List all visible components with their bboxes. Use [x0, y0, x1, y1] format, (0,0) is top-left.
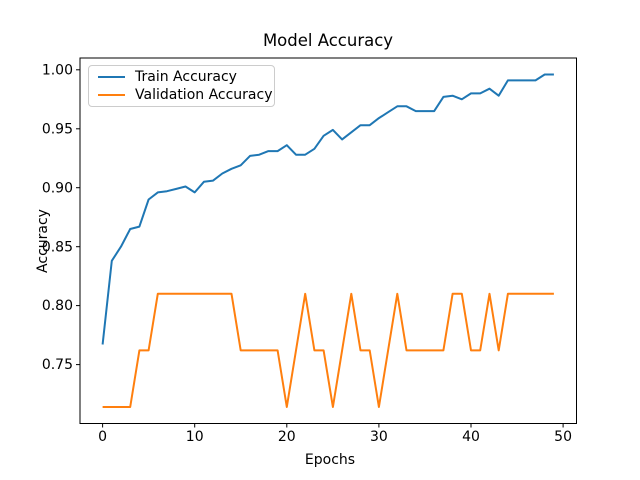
- y-tick-label: 0.80: [42, 298, 73, 314]
- y-tick-marks: [76, 69, 80, 366]
- x-tick-label: 30: [370, 429, 388, 445]
- train-accuracy-line: [101, 73, 554, 345]
- legend-entry-train: Train Accuracy: [89, 68, 274, 86]
- y-tick-label: 1.00: [42, 62, 73, 78]
- x-tick-label: 50: [554, 429, 572, 445]
- legend-label: Validation Accuracy: [135, 87, 273, 103]
- validation-line-swatch: [98, 94, 125, 96]
- y-tick-label: 0.95: [42, 121, 73, 137]
- y-tick-label: 0.75: [42, 357, 73, 373]
- y-tick-label: 0.90: [42, 180, 73, 196]
- y-tick-label: 0.85: [42, 239, 73, 255]
- chart-title: Model Accuracy: [262, 31, 394, 50]
- axes-spines: [79, 57, 577, 424]
- legend-label: Train Accuracy: [135, 69, 237, 85]
- x-axis-label: Epochs: [304, 452, 356, 468]
- x-tick-label: 20: [278, 429, 296, 445]
- x-tick-marks: [102, 423, 564, 428]
- validation-accuracy-line: [102, 292, 554, 408]
- legend: Train Accuracy Validation Accuracy: [88, 65, 275, 107]
- train-line-swatch: [98, 76, 125, 78]
- x-tick-label: 10: [186, 429, 204, 445]
- x-tick-label: 40: [462, 429, 480, 445]
- x-tick-label: 0: [98, 429, 107, 445]
- legend-entry-validation: Validation Accuracy: [89, 86, 274, 104]
